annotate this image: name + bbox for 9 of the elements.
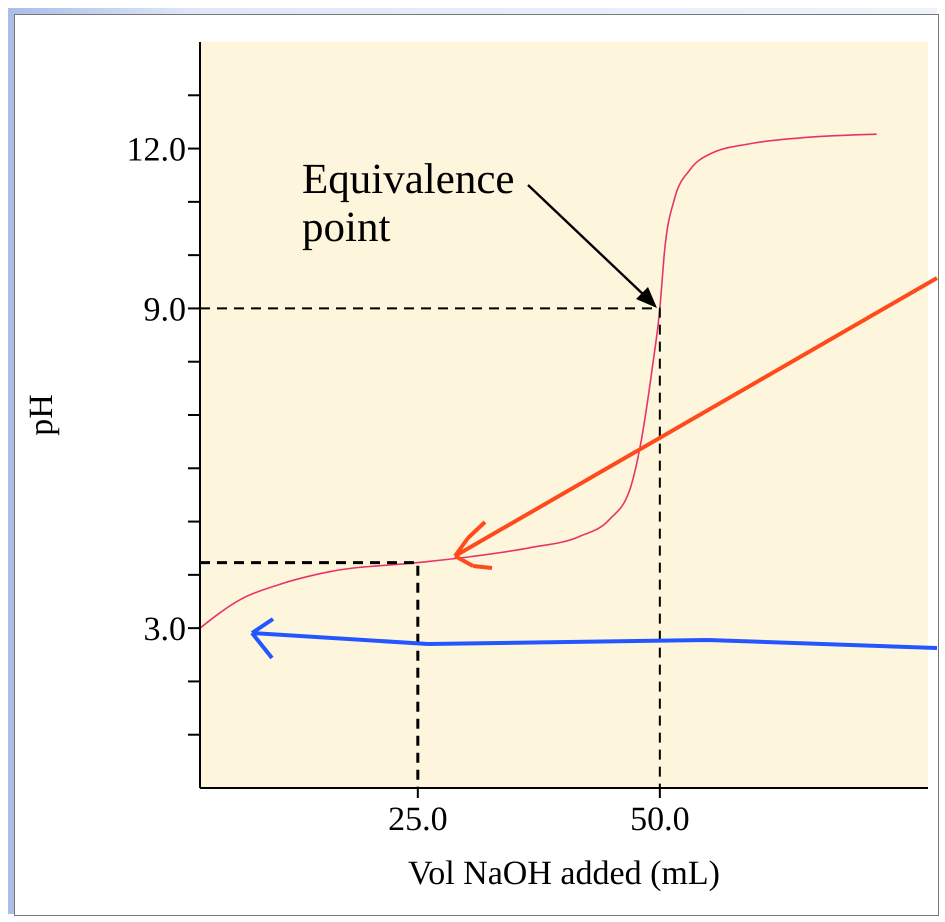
- y-axis-title: pH: [23, 394, 60, 436]
- y-tick-label: 9.0: [144, 292, 186, 328]
- x-tick-label: 25.0: [388, 801, 448, 838]
- annotation: Equivalence point: [302, 156, 515, 251]
- line-series: [200, 133, 878, 629]
- x-tick-label: 50.0: [630, 801, 690, 838]
- y-tick-label: 3.0: [144, 611, 186, 648]
- x-axis-title: Vol NaOH added (mL): [408, 855, 720, 892]
- y-tick-label: 12.0: [126, 132, 186, 169]
